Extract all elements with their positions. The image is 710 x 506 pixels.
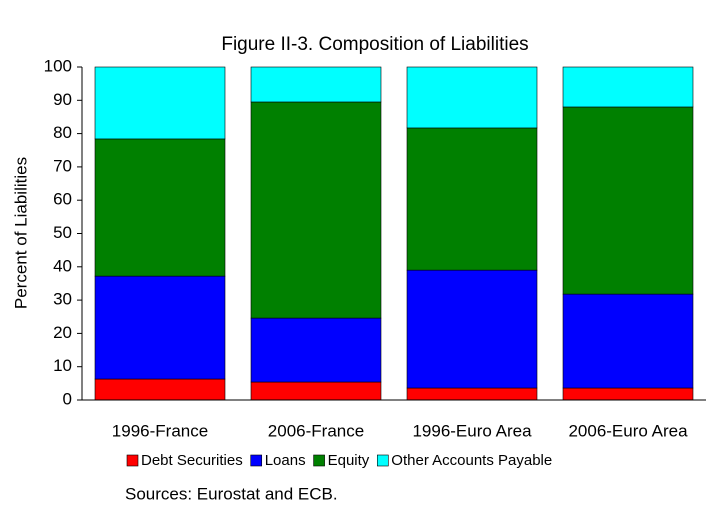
bar-segment xyxy=(250,101,382,319)
bar-segment xyxy=(562,66,694,108)
y-tick-label: 40 xyxy=(53,256,72,275)
bar-segment xyxy=(250,66,382,103)
bar-segment xyxy=(94,378,226,401)
legend-swatch xyxy=(376,454,389,467)
bar-segment xyxy=(94,138,226,277)
y-tick-label: 20 xyxy=(53,323,72,342)
y-tick-label: 60 xyxy=(53,190,72,209)
y-tick-label: 10 xyxy=(53,356,72,375)
bar-segment xyxy=(562,387,694,401)
legend-label: Other Accounts Payable xyxy=(391,452,552,469)
legend-label: Loans xyxy=(265,452,306,469)
x-tick-label: 1996-Euro Area xyxy=(412,421,532,440)
y-tick-label: 80 xyxy=(53,123,72,142)
chart-title: Figure II-3. Composition of Liabilities xyxy=(221,34,528,55)
y-tick-label: 50 xyxy=(53,223,72,242)
legend-label: Equity xyxy=(328,452,370,469)
bar-segment xyxy=(562,293,694,389)
x-tick-label: 2006-Euro Area xyxy=(568,421,688,440)
y-tick-label: 0 xyxy=(63,389,72,408)
legend-swatch xyxy=(313,454,325,467)
x-tick-label: 1996-France xyxy=(112,421,208,440)
source-note: Sources: Eurostat and ECB. xyxy=(125,484,338,503)
bar-segment xyxy=(406,387,538,401)
y-tick-label: 70 xyxy=(53,156,72,175)
bar-segment xyxy=(250,317,382,383)
y-tick-label: 100 xyxy=(44,56,72,75)
bar-segment xyxy=(406,66,538,129)
bar-segment xyxy=(406,269,538,389)
y-tick-label: 90 xyxy=(53,90,72,109)
bar-segment xyxy=(94,275,226,380)
bar-segment xyxy=(250,381,382,401)
legend-swatch xyxy=(250,454,263,467)
legend-label: Debt Securities xyxy=(141,452,243,469)
bar-segment xyxy=(562,106,694,295)
y-axis-label: Percent of Liabilities xyxy=(11,157,30,309)
legend-swatch xyxy=(126,454,139,467)
bar-segment xyxy=(94,66,226,140)
x-tick-label: 2006-France xyxy=(268,421,364,440)
bar-segment xyxy=(406,127,538,271)
y-tick-label: 30 xyxy=(53,290,72,309)
